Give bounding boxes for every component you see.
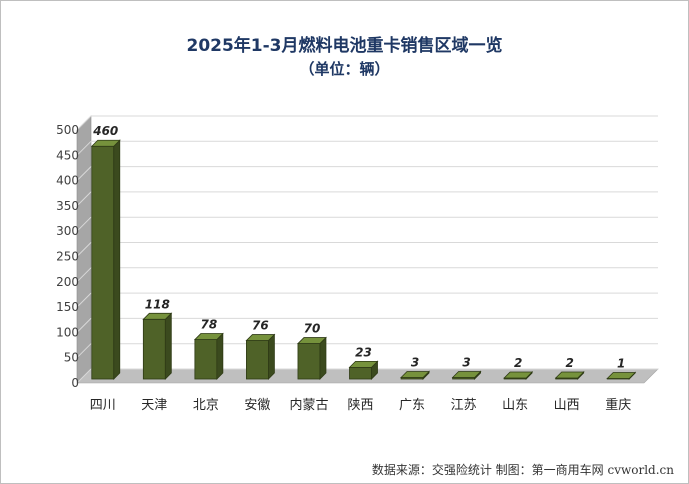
- bar-top: [348, 360, 379, 368]
- y-tick-label: 0: [71, 376, 79, 390]
- bar-top: [400, 371, 431, 378]
- chart-title: 2025年1-3月燃料电池重卡销售区域一览: [186, 36, 503, 56]
- data-label: 76: [252, 319, 269, 333]
- y-tick-label: 100: [56, 325, 79, 339]
- bar: [91, 145, 115, 380]
- gridline-side: [76, 267, 92, 283]
- data-label: 1: [617, 356, 625, 370]
- x-tick-label: 山西: [554, 398, 580, 413]
- bar-top: [245, 334, 276, 341]
- y-tick-label: 50: [64, 351, 79, 365]
- gridline-side: [76, 166, 92, 181]
- bar-side: [216, 332, 224, 380]
- x-tick-label: 重庆: [605, 397, 631, 413]
- bar-side: [164, 312, 172, 380]
- y-tick-label: 450: [56, 148, 79, 162]
- data-label: 3: [462, 355, 470, 369]
- bar: [194, 339, 218, 380]
- source-note: 数据来源：交强险统计 制图：第一商用车网 cvworld.cn: [371, 463, 674, 477]
- bar: [297, 343, 321, 380]
- data-label: 23: [355, 345, 372, 359]
- y-tick-label: 400: [56, 174, 79, 188]
- x-tick-label: 陕西: [347, 398, 373, 413]
- chart-subtitle: （单位：辆）: [299, 60, 390, 78]
- bar-top: [193, 333, 224, 340]
- gridline-side: [76, 318, 92, 333]
- y-tick-label: 350: [56, 199, 79, 213]
- x-tick-label: 北京: [193, 398, 219, 413]
- bar: [142, 318, 166, 380]
- gridline-side: [76, 368, 92, 384]
- gridline-side: [76, 343, 92, 359]
- data-label: 78: [201, 318, 218, 332]
- data-label: 460: [92, 124, 118, 138]
- data-label: 70: [304, 322, 321, 336]
- x-tick-label: 天津: [141, 398, 167, 413]
- bar-side: [319, 336, 327, 380]
- x-tick-label: 四川: [90, 398, 116, 413]
- bar-top: [503, 371, 534, 379]
- y-tick-label: 500: [56, 123, 79, 137]
- bar-top: [606, 372, 637, 379]
- gridline-side: [76, 140, 92, 156]
- x-tick-label: 江苏: [451, 397, 477, 413]
- data-label: 2: [514, 356, 522, 370]
- gridline-side: [76, 115, 92, 131]
- bar: [349, 366, 372, 380]
- x-tick-label: 山东: [502, 398, 528, 413]
- gridline-side: [76, 292, 92, 308]
- gridline-side: [76, 242, 92, 257]
- data-label: 2: [566, 356, 574, 370]
- data-label: 3: [411, 355, 419, 369]
- gridline-side: [76, 191, 92, 207]
- bar-side: [268, 333, 275, 380]
- data-label: 118: [145, 297, 170, 311]
- y-tick-label: 250: [56, 250, 79, 264]
- bar-side: [113, 139, 121, 380]
- x-tick-label: 安徽: [244, 398, 270, 413]
- gridline-side: [76, 216, 92, 232]
- bar: [246, 340, 269, 380]
- bar-top: [554, 371, 585, 379]
- x-tick-label: 广东: [399, 398, 425, 413]
- bar-top: [142, 312, 173, 320]
- bar-top: [296, 337, 327, 344]
- y-tick-label: 200: [56, 275, 79, 289]
- y-tick-label: 300: [56, 224, 79, 238]
- bar-top: [90, 139, 121, 147]
- bar-top: [451, 371, 482, 378]
- x-tick-label: 内蒙古: [289, 397, 328, 413]
- y-tick-label: 150: [56, 300, 79, 314]
